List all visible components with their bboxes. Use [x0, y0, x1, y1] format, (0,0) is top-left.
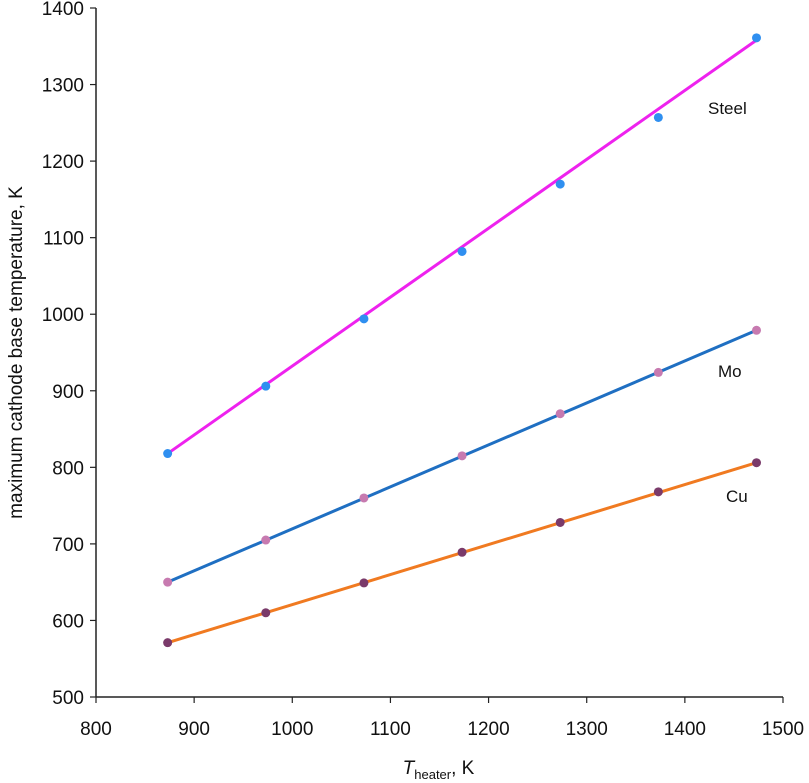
y-axis-title: maximum cathode base temperature, K [6, 186, 27, 519]
series-label-steel: Steel [708, 99, 747, 118]
data-points [163, 33, 762, 648]
y-tick-label: 700 [52, 535, 84, 556]
data-point-cu [555, 517, 565, 527]
fit-line-steel [166, 38, 758, 455]
data-point-steel [457, 246, 467, 256]
data-point-cu [653, 487, 663, 497]
y-tick-label: 600 [52, 611, 84, 632]
y-tick-label: 1400 [42, 0, 84, 20]
data-point-mo [752, 325, 762, 335]
y-tick-label: 1200 [42, 152, 84, 173]
data-point-cu [457, 547, 467, 557]
x-tick-label: 1300 [566, 719, 608, 740]
data-point-cu [359, 578, 369, 588]
x-axis-title-rest: , K [451, 758, 475, 779]
x-tick-label: 1100 [370, 719, 411, 740]
data-point-steel [261, 381, 271, 391]
x-axis-title-main: T [403, 758, 416, 779]
x-tick-label: 900 [178, 719, 210, 740]
data-point-steel [555, 179, 565, 189]
data-point-mo [653, 367, 663, 377]
y-tick-label: 1000 [42, 305, 84, 326]
data-point-steel [359, 314, 369, 324]
data-point-cu [261, 608, 271, 618]
data-point-cu [163, 638, 173, 648]
series-label-mo: Mo [718, 362, 742, 381]
x-tick-label: 800 [80, 719, 112, 740]
y-tick-label: 1300 [42, 76, 84, 97]
y-tick-label: 900 [52, 382, 84, 403]
series-label-cu: Cu [726, 487, 748, 506]
data-point-steel [163, 449, 173, 459]
y-tick-label: 500 [52, 688, 84, 709]
data-point-steel [653, 112, 663, 122]
data-point-mo [163, 577, 173, 587]
x-tick-label: 1500 [762, 719, 804, 740]
plot-area: 500 600 700 800 900 1000 1100 1200 1300 1400 800 90… [42, 0, 804, 740]
data-point-cu [752, 458, 762, 468]
x-tick-label: 1400 [664, 719, 706, 740]
data-point-mo [359, 493, 369, 503]
x-tick-label: 1200 [467, 719, 509, 740]
data-point-mo [457, 451, 467, 461]
x-axis-title: Theater, K [403, 758, 475, 782]
series-labels: Steel Mo Cu [708, 99, 748, 506]
data-point-steel [752, 33, 762, 43]
x-axis-title-sub: heater [414, 767, 452, 782]
data-point-mo [261, 535, 271, 545]
x-tick-label: 1000 [271, 719, 313, 740]
data-point-mo [555, 409, 565, 419]
axis-ticks: 500 600 700 800 900 1000 1100 1200 1300 1400 800 90… [42, 0, 804, 740]
y-tick-label: 800 [52, 458, 84, 479]
y-tick-label: 1100 [43, 229, 84, 250]
